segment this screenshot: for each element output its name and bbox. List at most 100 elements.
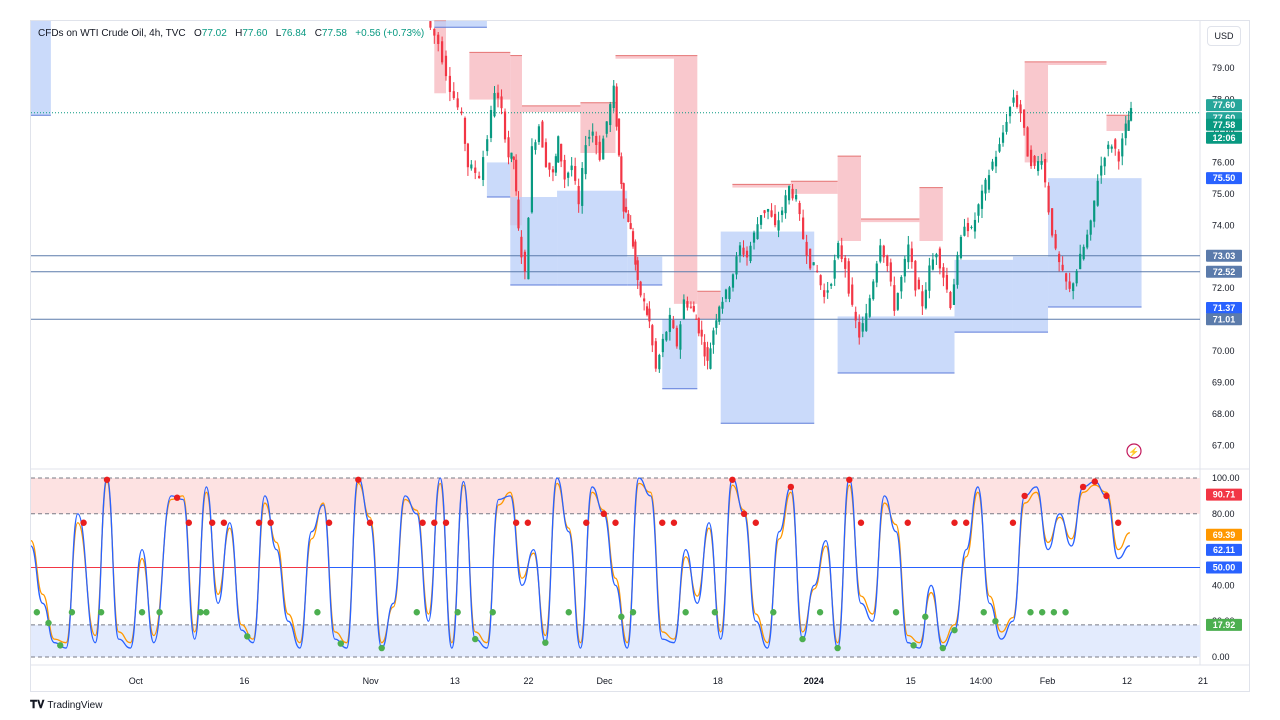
close-label: C — [314, 28, 322, 39]
stoch-top-marker — [670, 519, 678, 526]
price-axis-tick: 75.00 — [1212, 189, 1235, 199]
candle-body — [875, 263, 878, 283]
candle-body — [595, 135, 598, 146]
candle-body — [463, 117, 467, 144]
time-axis-tick: 13 — [450, 676, 460, 686]
candle-body — [1082, 246, 1085, 260]
low-label: L — [275, 28, 282, 39]
candle-body — [931, 259, 934, 270]
candle-body — [1127, 120, 1130, 131]
candle-body — [1040, 161, 1043, 165]
candle-body — [728, 287, 731, 300]
candle-body — [444, 55, 448, 77]
candle-body — [530, 146, 534, 213]
candle-body — [858, 322, 861, 338]
stoch-bottom-marker — [816, 609, 824, 616]
candle-body — [924, 289, 927, 309]
open-label: O — [193, 28, 202, 39]
candle-body — [721, 301, 724, 309]
candle-body — [440, 41, 444, 63]
candle-body — [574, 166, 577, 181]
time-axis-tick: 12 — [1122, 676, 1132, 686]
candle-body — [1026, 127, 1029, 157]
stoch-top-marker — [963, 519, 970, 526]
tradingview-footer[interactable]: 𝐓𝐕 TradingView — [30, 699, 102, 712]
stoch-top-marker — [787, 483, 795, 491]
alert-icon[interactable] — [1126, 443, 1142, 459]
candle-body — [802, 217, 805, 239]
candle-body — [668, 314, 671, 332]
candle-body — [1012, 97, 1015, 103]
stoch-top-marker — [267, 519, 274, 526]
stoch-top-marker — [173, 494, 181, 501]
candle-body — [672, 320, 675, 329]
candle-body — [612, 85, 615, 108]
price-badge — [1206, 99, 1242, 112]
candle-body — [763, 210, 766, 214]
candle-body — [602, 138, 605, 160]
price-badge — [1206, 265, 1242, 278]
stoch-top-marker — [740, 510, 748, 517]
candle-body — [998, 144, 1001, 152]
candle-body — [928, 265, 931, 291]
candle-body — [615, 86, 618, 127]
candle-body — [617, 118, 621, 156]
stoch-bottom-marker — [314, 609, 321, 616]
stoch-top-marker — [208, 519, 216, 526]
candle-body — [700, 329, 703, 337]
candle-body — [624, 206, 628, 213]
candle-body — [661, 338, 664, 353]
time-axis-tick: 15 — [906, 676, 916, 686]
price-badge — [1206, 172, 1242, 185]
alert-icon-glyph: ⚡ — [1128, 446, 1139, 458]
stoch-top-marker — [1114, 519, 1122, 526]
stoch-badge-label: 69.39 — [1213, 530, 1236, 540]
candle-body — [548, 162, 551, 170]
stoch-axis-tick: 80.00 — [1212, 509, 1235, 519]
supply-zone — [434, 21, 446, 94]
candle-body — [631, 231, 635, 247]
candle-body — [512, 156, 515, 160]
stoch-top-marker — [512, 519, 520, 526]
stoch-top-marker — [857, 519, 865, 526]
candle-body — [634, 241, 637, 265]
price-badge-label: 77.60 — [1213, 100, 1236, 110]
candle-body — [1036, 161, 1040, 172]
stoch-top-marker — [419, 519, 426, 526]
price-badge-label: 73.03 — [1213, 251, 1236, 261]
stoch-axis-tick: 0.00 — [1212, 652, 1230, 662]
supply-zone — [1024, 61, 1049, 163]
stoch-bottom-marker — [413, 609, 420, 616]
stoch-top-marker — [1079, 483, 1087, 491]
price-axis-tick: 70.00 — [1212, 346, 1235, 356]
stoch-badge-label: 62.11 — [1213, 545, 1235, 555]
low-value: 76.84 — [281, 28, 307, 39]
candle-body — [500, 96, 503, 109]
candle-body — [510, 152, 513, 159]
symbol-title[interactable]: CFDs on WTI Crude Oil, 4h, TVC — [38, 28, 186, 39]
candle-body — [987, 175, 991, 190]
candle-body — [1015, 95, 1019, 107]
stoch-top-marker — [185, 519, 193, 526]
supply-zone — [521, 105, 581, 113]
candle-body — [1103, 157, 1106, 167]
candle-body — [636, 260, 639, 281]
candle-body — [686, 301, 689, 308]
stoch-bottom-marker — [542, 639, 549, 646]
candle-body — [448, 75, 451, 92]
candle-body — [945, 274, 949, 290]
candle-body — [577, 186, 580, 205]
candle-body — [1068, 281, 1071, 289]
oversold-band — [31, 624, 1200, 657]
currency-button[interactable]: USD — [1207, 26, 1241, 46]
stoch-top-marker — [366, 519, 374, 526]
stoch-badge-label: 17.92 — [1213, 620, 1236, 630]
candle-body — [551, 169, 555, 173]
stoch-top-marker — [80, 519, 87, 526]
time-axis-tick: Nov — [363, 676, 380, 686]
candle-body — [861, 323, 864, 332]
candle-body — [1089, 220, 1092, 235]
supply-zone — [790, 181, 838, 194]
candle-body — [731, 274, 735, 288]
